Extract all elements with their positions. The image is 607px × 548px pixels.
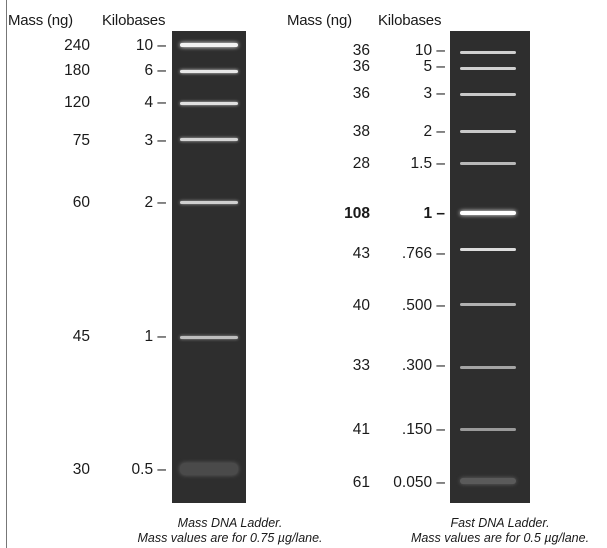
caption-title: Mass DNA Ladder. [177,516,283,530]
dna-band [180,70,238,73]
mass-value: 38 [352,123,370,140]
kilobase-label: .766 – [401,245,445,262]
kilobase-label: 0.5 – [131,461,166,478]
gel-lane [172,31,246,503]
dna-band [460,478,516,484]
mass-value: 180 [64,62,90,79]
mass-value: 61 [352,474,370,491]
mass-value: 33 [352,357,370,374]
kilobase-label: 10 – [135,37,166,54]
mass-value: 45 [72,328,90,345]
mass-value: 43 [352,245,370,262]
kilobase-label: 6 – [144,62,166,79]
mass-value: 60 [72,194,90,211]
mass-value: 28 [352,155,370,172]
kilobase-label: .300 – [401,357,445,374]
gel-lane [450,31,530,503]
kilobase-label: 3 – [144,132,166,149]
dna-band [460,248,516,251]
kilobase-label: 1 – [144,328,166,345]
mass-value: 36 [352,58,370,75]
dna-band [460,51,516,54]
dna-band [180,336,238,339]
caption-note: Mass values are for 0.5 µg/lane. [410,531,590,545]
mass-value: 41 [352,421,370,438]
kilobase-label: 10 – [414,42,445,59]
dna-band [180,102,238,105]
mass-header: Mass (ng) [287,12,352,29]
dna-band [460,366,516,369]
mass-value: 240 [64,37,90,54]
kilobase-label: 2 – [144,194,166,211]
mass-value: 40 [352,297,370,314]
mass-header: Mass (ng) [8,12,73,29]
dna-band [460,428,516,431]
dna-band [180,138,238,141]
dna-band [460,93,516,96]
kilobase-label: 1 – [423,205,445,222]
dna-band [460,67,516,70]
dna-band [460,130,516,133]
caption-title: Fast DNA Ladder. [450,516,550,530]
mass-value: 30 [72,461,90,478]
mass-value: 36 [352,42,370,59]
kilobase-label: 0.050 – [393,474,445,491]
kilobases-header: Kilobases [102,12,166,29]
dna-band [460,303,516,306]
mass-value: 36 [352,85,370,102]
frame-border [6,0,7,548]
dna-band [180,43,238,47]
kilobase-label: .500 – [401,297,445,314]
dna-band [180,201,238,204]
dna-band [460,211,516,215]
kilobase-label: 2 – [423,123,445,140]
kilobases-header: Kilobases [378,12,442,29]
mass-value: 120 [64,94,90,111]
kilobase-label: 5 – [423,58,445,75]
kilobase-label: 4 – [144,94,166,111]
kilobase-label: 1.5 – [410,155,445,172]
dna-band [460,162,516,165]
dna-band [180,463,238,475]
kilobase-label: .150 – [401,421,445,438]
kilobase-label: 3 – [423,85,445,102]
mass-value: 108 [344,205,370,222]
mass-value: 75 [72,132,90,149]
caption-note: Mass values are for 0.75 µg/lane. [137,531,323,545]
